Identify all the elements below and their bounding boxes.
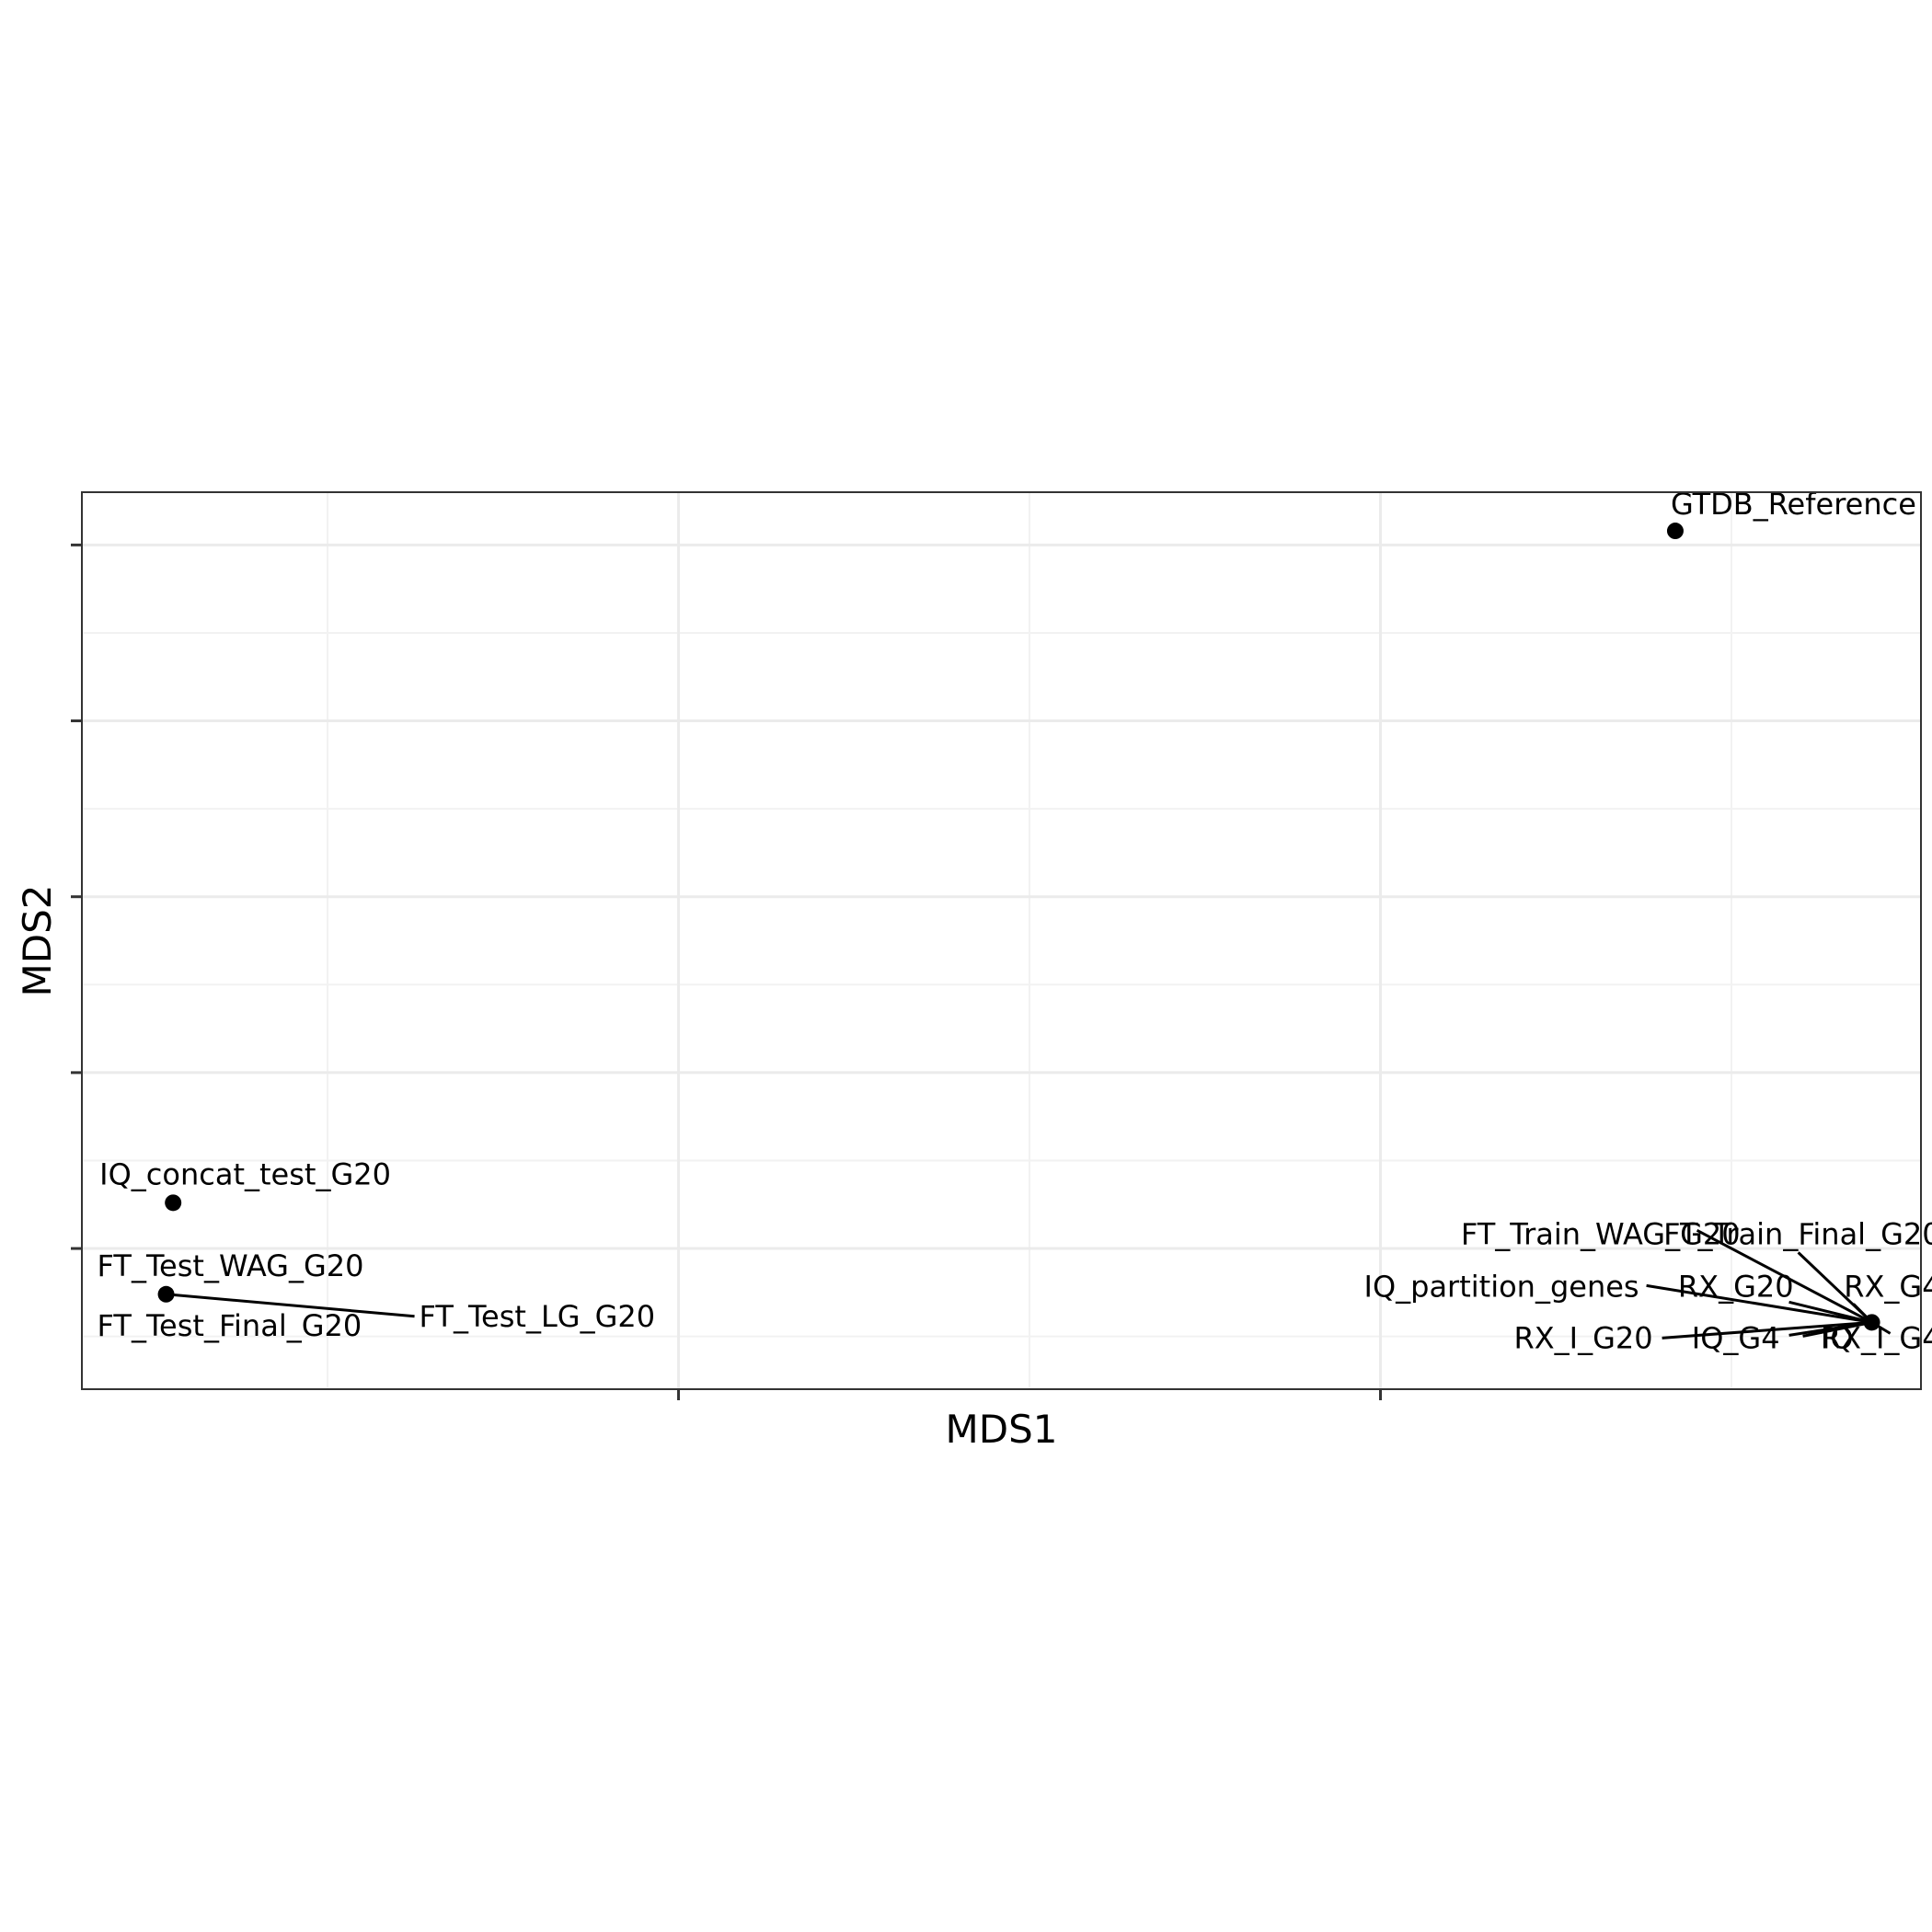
data-point (157, 1285, 175, 1303)
label-connector-lines (166, 1229, 1892, 1340)
point-label: IQ_G4 (1692, 1320, 1780, 1355)
point-label: RX_I_G20 (1513, 1320, 1652, 1355)
point-label: IQ_concat_test_G20 (99, 1156, 391, 1191)
data-point (1666, 523, 1684, 540)
point-labels: GTDB_ReferenceIQ_concat_test_G20FT_Test_… (98, 487, 1932, 1355)
point-label: RX_G4 (1844, 1269, 1932, 1304)
point-label: FT_Test_WAG_G20 (98, 1248, 364, 1283)
panel-border (81, 491, 1922, 1390)
point-label: IQ_partition_genes (1364, 1269, 1639, 1304)
label-connector (1662, 1320, 1872, 1340)
data-point (1863, 1314, 1880, 1331)
data-point (165, 1194, 182, 1212)
point-label: RX_I_G4 (1821, 1320, 1932, 1355)
point-label: RX_G20 (1678, 1269, 1794, 1304)
label-connector (1788, 1300, 1872, 1324)
point-label: FT_Train_Final_G20 (1663, 1216, 1932, 1251)
y-axis-title: MDS2 (15, 885, 60, 997)
point-label: FT_Test_LG_G20 (420, 1299, 656, 1334)
label-connector (166, 1293, 415, 1318)
axis-ticks (71, 543, 1383, 1400)
point-label: FT_Test_Final_G20 (98, 1308, 362, 1343)
minor-gridlines (82, 492, 1921, 1389)
major-gridlines (82, 492, 1921, 1389)
x-axis-title: MDS1 (946, 1407, 1058, 1452)
label-connector (1802, 1320, 1872, 1338)
data-points (157, 523, 1880, 1331)
label-connector (1696, 1229, 1873, 1324)
point-label: FT_Train_WAG_G20 (1461, 1216, 1741, 1251)
point-label: IQ (1822, 1320, 1854, 1355)
label-connector (1646, 1283, 1872, 1324)
